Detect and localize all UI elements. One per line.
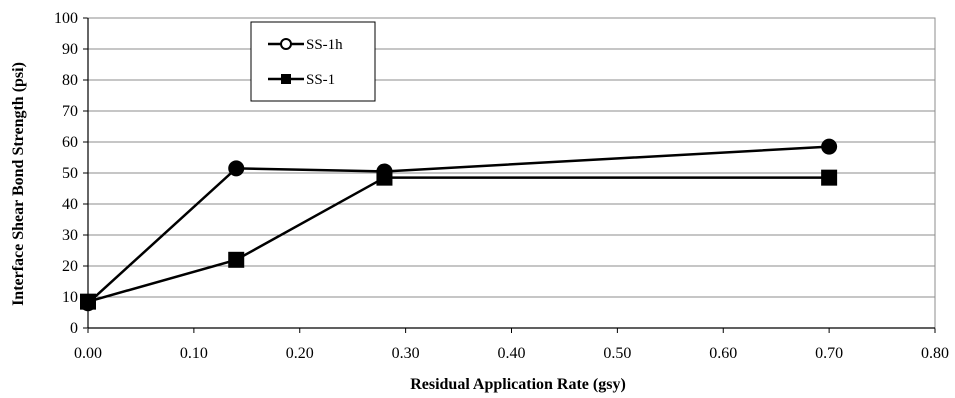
series-line-ss-1h xyxy=(87,145,830,305)
y-axis-title: Interface Shear Bond Strength (psi) xyxy=(10,62,27,306)
y-tick-label: 60 xyxy=(62,134,78,151)
data-point-ss-1h xyxy=(376,163,393,180)
y-tick-label: 10 xyxy=(62,289,78,306)
x-tick-labels: 0.00 0.10 0.20 0.30 0.40 0.50 0.60 0.70 0.80 xyxy=(74,345,949,362)
x-tick-label: 0.80 xyxy=(921,345,949,362)
legend-label-ss-1: SS-1 xyxy=(306,72,335,88)
x-axis-title: Residual Application Rate (gsy) xyxy=(410,376,626,393)
y-tick-label: 20 xyxy=(62,258,78,275)
y-tick-label: 80 xyxy=(62,72,78,89)
y-tick-label: 70 xyxy=(62,103,78,120)
x-tick-label: 0.20 xyxy=(286,345,314,362)
legend-box xyxy=(250,21,376,102)
y-tick-label: 90 xyxy=(62,41,78,58)
x-tick-label: 0.60 xyxy=(709,345,737,362)
legend-label-ss-1h: SS-1h xyxy=(306,37,343,53)
x-tick-label: 0.70 xyxy=(815,345,843,362)
x-tick-label: 0.10 xyxy=(180,345,208,362)
legend: SS-1h SS-1 xyxy=(250,21,376,102)
y-tick-label: 40 xyxy=(62,196,78,213)
y-tick-label: 30 xyxy=(62,227,78,244)
data-point-ss-1h xyxy=(228,160,245,177)
y-tick-label: 100 xyxy=(54,10,78,27)
legend-marker-ss-1 xyxy=(281,74,291,84)
data-point-ss-1 xyxy=(228,251,245,268)
data-point-ss-1h xyxy=(821,138,838,155)
data-point-ss-1 xyxy=(821,169,838,186)
data-point-ss-1h xyxy=(80,295,96,312)
x-tick-label: 0.50 xyxy=(603,345,631,362)
data-series xyxy=(80,138,838,312)
legend-marker-ss-1h xyxy=(280,38,292,50)
y-tick-label: 0 xyxy=(70,320,78,337)
x-tick-label: 0.40 xyxy=(498,345,526,362)
y-tick-label: 50 xyxy=(62,165,78,182)
x-tick-label: 0.30 xyxy=(392,345,420,362)
y-tick-labels: 0 10 20 30 40 50 60 70 80 90 100 xyxy=(54,10,78,337)
axes xyxy=(83,17,936,333)
x-tick-label: 0.00 xyxy=(74,345,102,362)
gridlines xyxy=(88,17,935,298)
series-line-ss-1 xyxy=(87,176,830,303)
